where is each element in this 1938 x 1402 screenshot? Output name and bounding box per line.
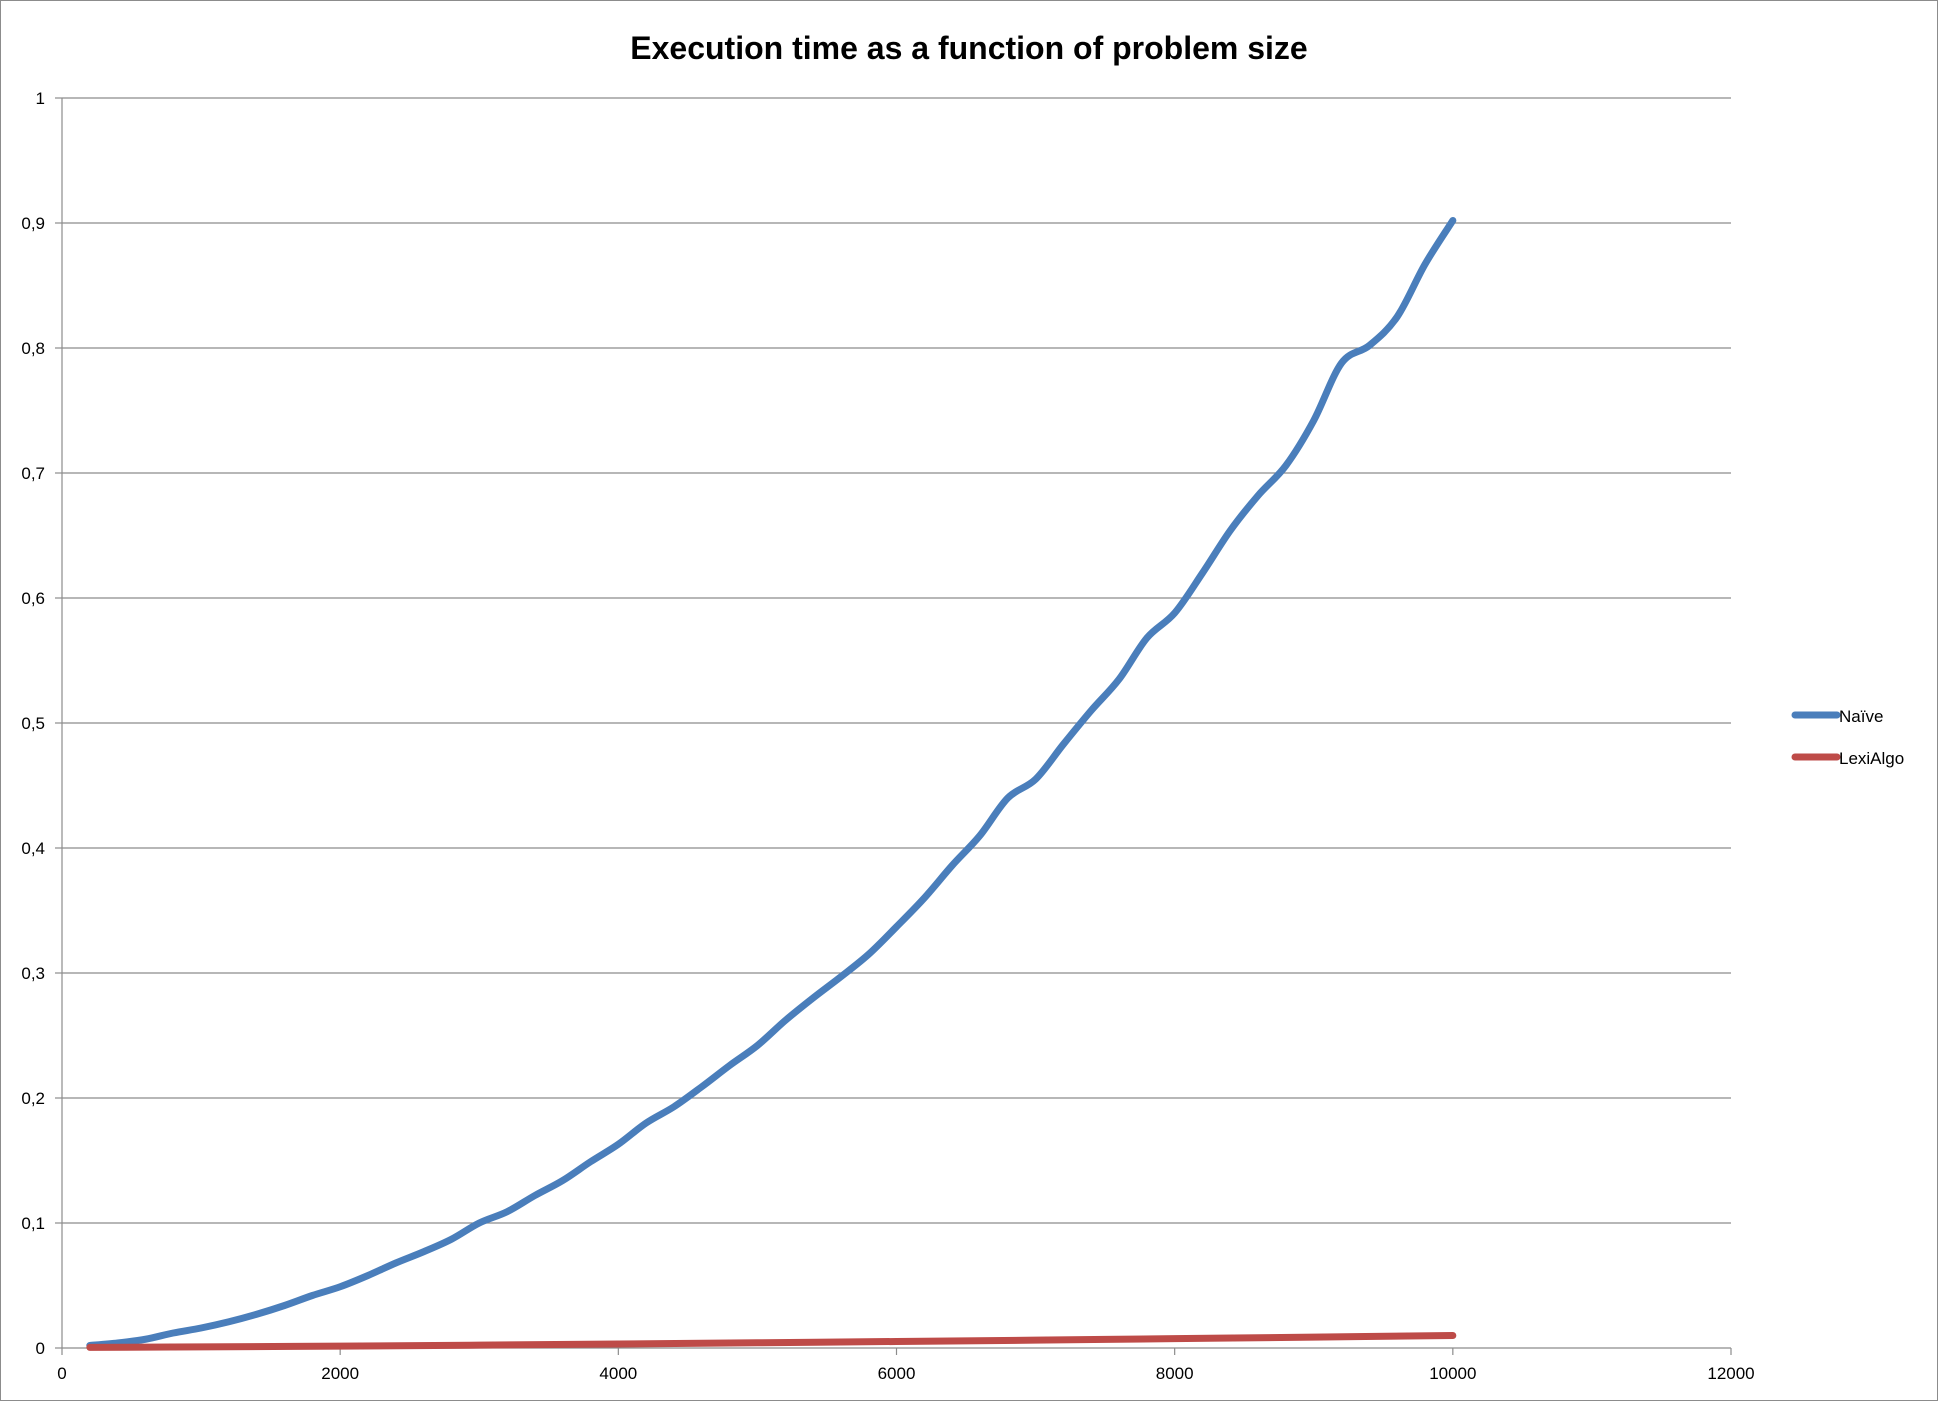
- x-tick-label: 8000: [1156, 1364, 1194, 1383]
- chart-title: Execution time as a function of problem …: [630, 30, 1307, 66]
- y-tick-label: 1: [36, 89, 45, 108]
- series-line-lexialgo: [86, 1332, 1457, 1351]
- x-tick-label: 2000: [321, 1364, 359, 1383]
- x-tick-label: 12000: [1707, 1364, 1754, 1383]
- y-tick-label: 0,5: [21, 714, 45, 733]
- gridlines: [62, 97, 1731, 1224]
- x-tick-label: 10000: [1429, 1364, 1476, 1383]
- y-tick-label: 0,6: [21, 589, 45, 608]
- y-tick-label: 0,3: [21, 964, 45, 983]
- x-tick-label: 4000: [599, 1364, 637, 1383]
- y-tick-label: 0,1: [21, 1214, 45, 1233]
- y-tick-label: 0,4: [21, 839, 45, 858]
- legend: Naïve LexiAlgo: [1791, 707, 1904, 768]
- x-tick-label: 6000: [878, 1364, 916, 1383]
- series-line-na-ve: [86, 217, 1457, 1349]
- y-tick-label: 0,8: [21, 339, 45, 358]
- y-tick-label: 0: [36, 1339, 45, 1358]
- y-tick-label: 0,7: [21, 464, 45, 483]
- y-tick-label: 0,9: [21, 214, 45, 233]
- x-tick-label: 0: [57, 1364, 66, 1383]
- axes: 0 0,1 0,2 0,3 0,4 0,5 0,6 0,7 0,8 0,9 1 0 2000 4000 60…: [21, 89, 1754, 1383]
- legend-label: LexiAlgo: [1839, 749, 1904, 768]
- legend-label: Naïve: [1839, 707, 1883, 726]
- y-tick-label: 0,2: [21, 1089, 45, 1108]
- series-layer: [86, 217, 1457, 1351]
